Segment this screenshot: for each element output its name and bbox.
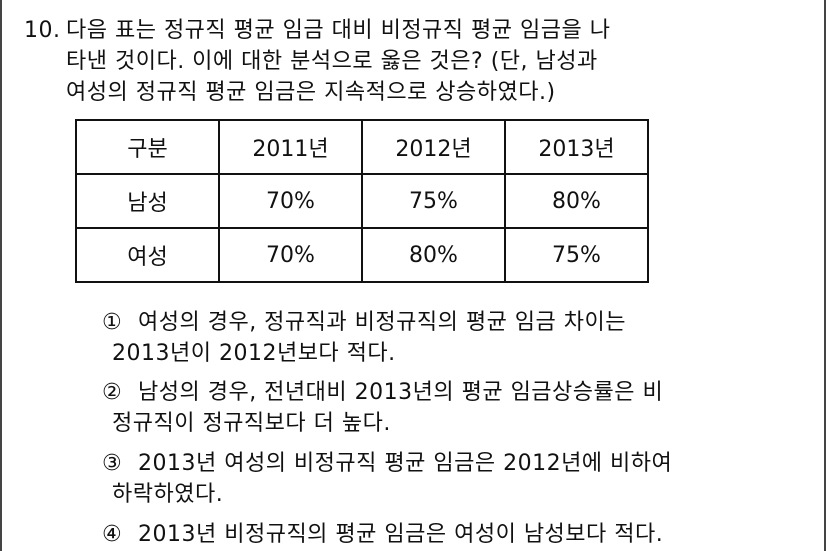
table-row: 남성 70% 75% 80% — [75, 173, 649, 229]
option-marker: ① — [102, 310, 123, 335]
option-marker: ③ — [102, 451, 123, 476]
option-marker: ④ — [102, 522, 123, 547]
option-line: 2013년 비정규직의 평균 임금은 여성이 남성보다 적다. — [138, 522, 664, 547]
table-header-row: 구분 2011년 2012년 2013년 — [75, 119, 649, 175]
option-line: 정규직이 정규직보다 더 높다. — [112, 411, 391, 436]
option-marker: ② — [102, 380, 123, 405]
header-cell: 2012년 — [361, 119, 506, 175]
option-line: 2013년 여성의 비정규직 평균 임금은 2012년에 비하여 — [138, 451, 673, 476]
table-cell: 75% — [361, 173, 506, 229]
question-line: 다음 표는 정규직 평균 임금 대비 비정규직 평균 임금을 나 — [66, 18, 611, 43]
table-row: 여성 70% 80% 75% — [75, 227, 649, 283]
question-line: 타낸 것이다. 이에 대한 분석으로 옳은 것은? (단, 남성과 — [66, 49, 598, 74]
table-cell: 75% — [504, 227, 649, 283]
question-number: 10. — [24, 18, 61, 43]
question-line: 여성의 정규직 평균 임금은 지속적으로 상승하였다.) — [66, 80, 556, 105]
table-cell: 남성 — [75, 173, 220, 229]
table-cell: 80% — [361, 227, 506, 283]
header-cell: 2013년 — [504, 119, 649, 175]
option-line: 여성의 경우, 정규직과 비정규직의 평균 임금 차이는 — [138, 310, 626, 335]
data-table: 구분 2011년 2012년 2013년 남성 70% 75% 80% 여성 70% 80% 75% — [75, 119, 649, 283]
header-cell: 2011년 — [218, 119, 363, 175]
option-line: 남성의 경우, 전년대비 2013년의 평균 임금상승률은 비 — [138, 380, 664, 405]
table-cell: 70% — [218, 227, 363, 283]
table-cell: 70% — [218, 173, 363, 229]
option-line: 2013년이 2012년보다 적다. — [112, 341, 396, 366]
table-cell: 여성 — [75, 227, 220, 283]
table-cell: 80% — [504, 173, 649, 229]
option-line: 하락하였다. — [112, 482, 224, 507]
header-cell: 구분 — [75, 119, 220, 175]
